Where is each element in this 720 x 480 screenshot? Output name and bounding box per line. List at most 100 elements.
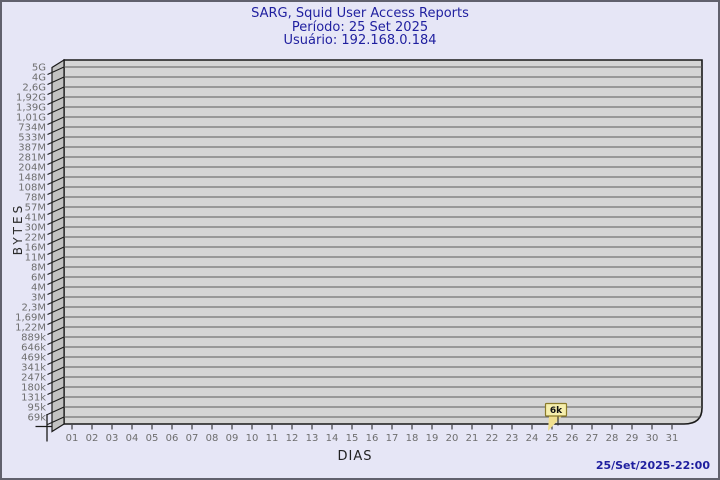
y-tick-label: 22M (25, 233, 46, 244)
y-tick (47, 226, 65, 235)
y-tick (47, 286, 65, 295)
report-timestamp: 25/Set/2025-22:00 (595, 459, 710, 472)
x-tick-label: 01 (66, 433, 79, 444)
y-tick (47, 266, 65, 275)
y-tick (47, 156, 65, 165)
y-tick-label: 108M (18, 183, 46, 194)
x-tick-label: 10 (246, 433, 259, 444)
chart-user: Usuário: 192.168.0.184 (283, 33, 437, 48)
left-wall-3d (51, 58, 65, 433)
y-tick (47, 306, 65, 315)
y-tick (47, 136, 65, 145)
y-tick-label: 247k (21, 373, 46, 384)
chart-header: SARG, Squid User Access Reports Período:… (2, 7, 718, 48)
y-tick (47, 416, 65, 425)
x-tick-label: 02 (86, 433, 99, 444)
y-tick-label: 469k (21, 353, 46, 364)
y-tick (47, 396, 65, 405)
x-tick-label: 03 (106, 433, 119, 444)
y-tick-labels: 5G4G2,6G1,92G1,39G1,01G734M533M387M281M2… (15, 63, 46, 424)
y-tick (47, 86, 65, 95)
x-tick-label: 15 (346, 433, 359, 444)
y-tick-label: 180k (21, 383, 46, 394)
x-tick-label: 29 (626, 433, 639, 444)
x-tick-label: 18 (406, 433, 419, 444)
y-tick (47, 336, 65, 345)
y-tick-label: 341k (21, 363, 46, 374)
y-tick-label: 11M (25, 253, 46, 264)
left-wall-face (51, 58, 65, 433)
y-gridlines (64, 66, 702, 418)
x-tick-label: 07 (186, 433, 199, 444)
x-tick-label: 30 (646, 433, 659, 444)
x-tick-label: 04 (126, 433, 139, 444)
y-tick-label: 16M (25, 243, 46, 254)
x-tick-label: 08 (206, 433, 219, 444)
y-tick (47, 346, 65, 355)
x-tick-label: 28 (606, 433, 619, 444)
x-tick-label: 26 (566, 433, 579, 444)
x-tick-label: 31 (666, 433, 679, 444)
plot-background (63, 59, 703, 425)
chart-period: Período: 25 Set 2025 (291, 19, 429, 35)
y-tick-label: 69k (27, 413, 46, 424)
x-tick-label: 09 (226, 433, 239, 444)
y-tick (47, 376, 65, 385)
marker-box (544, 402, 568, 417)
y-tick-label: 889k (21, 333, 46, 344)
y-tick (47, 186, 65, 195)
y-tick-label: 6M (31, 273, 46, 284)
y-tick-label: 734M (18, 123, 46, 134)
y-tick-label: 387M (18, 143, 46, 154)
chart-title: SARG, Squid User Access Reports (251, 6, 469, 21)
x-tick-label: 20 (446, 433, 459, 444)
y-tick-label: 148M (18, 173, 46, 184)
y-axis-title: BYTES (11, 202, 25, 256)
x-tick-label: 19 (426, 433, 439, 444)
y-tick (47, 326, 65, 335)
y-tick (47, 96, 65, 105)
x-axis-ticks (71, 425, 673, 430)
y-tick-label: 4M (31, 283, 46, 294)
y-tick-label: 1,69M (15, 313, 46, 324)
x-tick-labels: 01 02 03 04 05 06 07 08 09 10 11 12 13 14 15 16 17 18 19 20… (66, 433, 679, 444)
y-tick-label: 533M (18, 133, 46, 144)
y-tick (47, 106, 65, 115)
x-tick-label: 14 (326, 433, 339, 444)
y-tick (47, 76, 65, 85)
x-tick-label: 25 (546, 433, 559, 444)
y-tick (47, 356, 65, 365)
y-tick (47, 166, 65, 175)
y-tick-label: 1,92G (16, 93, 46, 104)
x-axis-title: DIAS (337, 449, 373, 464)
y-tick-label: 1,22M (15, 323, 46, 334)
x-tick-label: 06 (166, 433, 179, 444)
y-tick (47, 276, 65, 285)
y-tick (47, 366, 65, 375)
data-marker: 6k (544, 402, 568, 431)
y-tick (47, 386, 65, 395)
x-tick-label: 16 (366, 433, 379, 444)
y-tick (47, 296, 65, 305)
y-tick (47, 256, 65, 265)
y-tick-label: 204M (18, 163, 46, 174)
x-tick-label: 22 (486, 433, 499, 444)
x-tick-label: 17 (386, 433, 399, 444)
y-tick-label: 646k (21, 343, 46, 354)
x-tick-label: 21 (466, 433, 479, 444)
marker-value-label: 6k (550, 406, 563, 416)
y-tick (47, 236, 65, 245)
y-tick-label: 78M (25, 193, 46, 204)
x-tick-label: 27 (586, 433, 599, 444)
x-tick-label: 11 (266, 433, 279, 444)
y-tick-label: 281M (18, 153, 46, 164)
plot-area (63, 59, 703, 425)
y-tick-label: 1,39G (16, 103, 46, 114)
y-tick-label: 5G (32, 63, 46, 74)
y-tick-label: 2,3M (21, 303, 46, 314)
y-tick-label: 3M (31, 293, 46, 304)
y-tick (47, 246, 65, 255)
y-tick (47, 116, 65, 125)
